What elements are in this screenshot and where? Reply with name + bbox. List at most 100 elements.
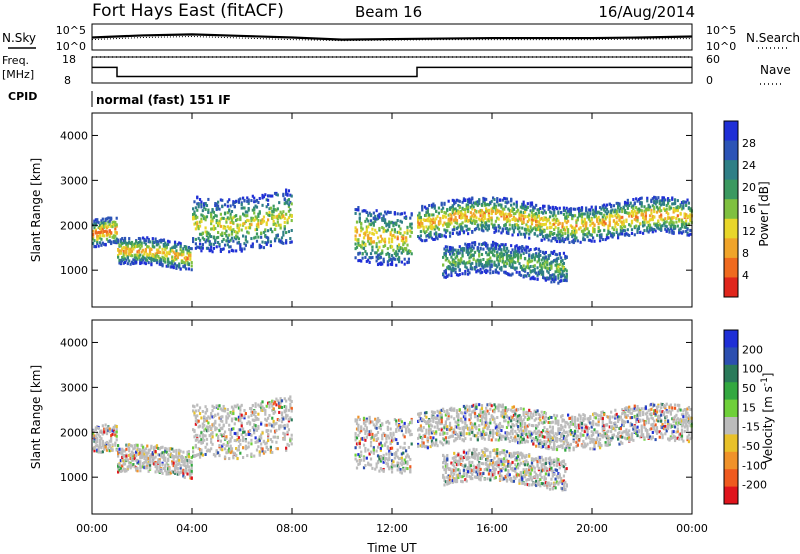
echo-cell [164,447,167,451]
echo-cell [544,216,547,220]
power-colorbar-label: Power [dB] [757,181,771,246]
echo-cell [440,233,443,237]
echo-cell [396,464,399,468]
echo-cell [383,244,387,248]
echo-cell [571,235,574,239]
echo-cell [226,236,229,240]
echo-cell [539,206,542,210]
echo-cell [390,465,394,469]
echo-cell [672,227,675,231]
echo-cell [489,259,492,263]
echo-cell [508,258,511,262]
echo-cell [668,221,671,225]
echo-cell [651,230,654,234]
echo-cell [542,262,545,266]
echo-cell [219,426,222,430]
echo-cell [139,451,142,455]
echo-cell [179,244,182,248]
echo-cell [567,219,570,223]
echo-cell [617,206,620,210]
echo-cell [396,235,399,239]
echo-cell [144,460,147,464]
echo-cell [190,247,193,251]
echo-cell [473,267,477,271]
echo-cell [478,260,481,264]
echo-cell [618,218,621,222]
colorbar-swatch [724,179,738,200]
echo-cell [369,239,373,243]
echo-cell [165,254,168,258]
echo-cell [381,249,384,253]
echo-cell [196,222,199,226]
echo-cell [672,230,675,234]
echo-cell [550,250,553,254]
echo-cell [486,209,489,213]
echo-cell [271,209,274,213]
echo-cell [389,451,392,455]
echo-cell [486,261,489,265]
echo-cell [685,229,688,233]
echo-cell [232,228,235,232]
echo-cell [228,245,231,249]
echo-cell [571,213,574,217]
echo-cell [232,249,235,253]
echo-cell [457,212,460,216]
echo-cell [467,210,470,214]
echo-cell [557,230,560,234]
echo-cell [396,461,399,465]
echo-cell [215,207,218,211]
echo-cell [105,233,109,237]
echo-cell [372,423,375,427]
echo-cell [205,204,209,208]
echo-cell [553,210,556,214]
echo-cell [562,240,566,244]
echo-cell [550,261,553,265]
echo-cell [682,206,685,210]
echo-cell [471,196,474,200]
echo-cell [123,257,127,261]
echo-cell [211,208,214,212]
echo-cell [214,426,217,430]
echo-cell [161,463,164,467]
echo-cell [454,256,457,260]
echo-cell [530,259,534,263]
echo-cell [379,261,382,265]
echo-cell [492,271,495,275]
echo-cell [515,250,518,254]
echo-cell [500,231,503,235]
echo-cell [176,455,179,459]
echo-cell [182,468,185,472]
echo-cell [637,208,641,212]
echo-cell [179,471,182,475]
echo-cell [258,244,261,248]
echo-cell [365,217,368,221]
echo-cell [382,214,385,218]
echo-cell [665,203,668,207]
echo-cell [369,219,373,223]
echo-cell [507,254,510,258]
echo-cell [561,223,564,227]
echo-cell [458,262,461,266]
echo-cell [561,225,564,229]
echo-cell [639,230,642,234]
echo-cell [655,210,659,214]
echo-cell [368,231,371,235]
echo-cell [279,424,282,428]
echo-cell [423,205,427,209]
echo-cell [123,241,127,245]
echo-cell [632,204,635,208]
echo-cell [646,196,649,200]
echo-cell [673,224,677,228]
echo-cell [548,215,552,219]
echo-cell [360,226,363,230]
echo-cell [557,269,560,273]
echo-cell [603,223,606,227]
echo-cell [626,198,629,202]
echo-cell [144,257,147,261]
echo-cell [542,270,545,274]
echo-cell [226,243,229,247]
echo-cell [247,231,250,235]
echo-cell [521,226,524,230]
echo-cell [132,458,135,462]
echo-cell [553,222,556,226]
